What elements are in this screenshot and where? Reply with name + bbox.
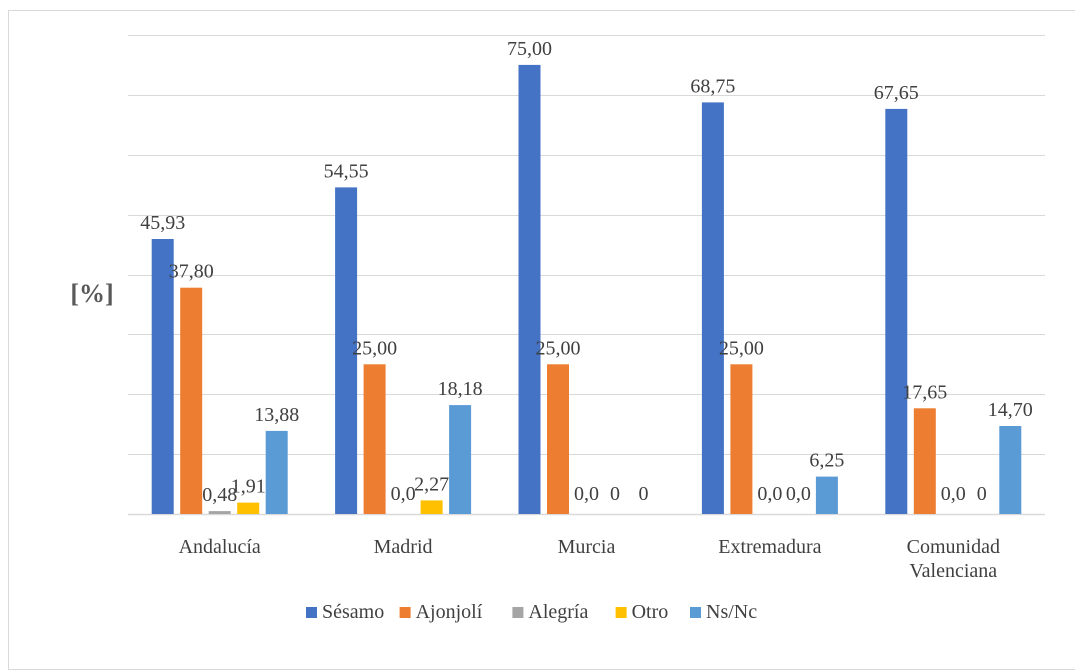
bar-s-samo [885, 108, 908, 515]
bar-s-samo [335, 187, 358, 514]
data-label: 0,48 [202, 484, 237, 506]
bar-ns-nc [449, 405, 472, 514]
data-label: 0 [977, 483, 987, 505]
data-label: 17,65 [902, 381, 947, 403]
legend-entry: Alegría [528, 601, 588, 623]
data-label: 25,00 [536, 337, 581, 359]
bar-ajonjol- [363, 364, 386, 514]
bar-ns-nc [815, 476, 838, 514]
bar-ns-nc [265, 430, 288, 514]
legend-entry: Sésamo [322, 601, 384, 623]
bar-s-samo [701, 102, 724, 515]
legend-swatch [306, 607, 317, 618]
bar-ajonjol- [730, 364, 753, 514]
data-label: 13,88 [254, 404, 299, 426]
x-tick-label: Extremadura [718, 536, 821, 558]
bar-ajonjol- [547, 364, 569, 514]
data-label: 1,91 [231, 476, 266, 498]
data-label: 54,55 [324, 160, 369, 182]
bar-ns-nc [999, 426, 1022, 514]
data-label: 6,25 [809, 450, 844, 472]
x-tick-label: Comunidad [907, 536, 1000, 558]
data-label: 0 [639, 483, 649, 505]
data-label: 25,00 [719, 337, 764, 359]
legend-swatch [690, 607, 701, 618]
legend-entry: Ajonjolí [416, 601, 483, 623]
data-label: 67,65 [874, 82, 919, 104]
legend-swatch [615, 607, 627, 618]
bar-chart: [%] 45,93 37,80 0,481,91 13,88 Andalucía 54,55… [70, 35, 1045, 623]
data-label: 2,27 [414, 473, 449, 495]
x-tick-label: Murcia [558, 536, 616, 558]
data-label: 14,70 [988, 399, 1033, 421]
bar-ajonjol- [180, 287, 203, 514]
bar-s-samo [151, 239, 174, 514]
data-label: 0,0 [941, 483, 966, 505]
legend-swatch [399, 607, 411, 618]
legend-swatch [512, 607, 524, 618]
data-label: 0,0 [391, 483, 416, 505]
data-label: 18,18 [438, 378, 483, 400]
data-label: 75,00 [507, 38, 552, 60]
x-tick-label: Madrid [374, 536, 433, 558]
data-label: 45,93 [140, 212, 185, 234]
data-label: 0,0 [786, 483, 811, 505]
bar-otro [237, 502, 260, 514]
y-axis-label: [%] [70, 279, 113, 308]
data-label: 0,0 [574, 483, 599, 505]
data-label: 0 [610, 483, 620, 505]
legend-entry: Otro [632, 601, 669, 623]
data-label: 68,75 [690, 75, 735, 97]
x-tick-label: Valenciana [909, 560, 997, 582]
bar-otro [420, 500, 443, 514]
legend-entry: Ns/Nc [706, 601, 757, 623]
bar-ajonjol- [913, 408, 936, 514]
x-tick-label: Andalucía [179, 536, 261, 558]
data-label: 0,0 [757, 483, 782, 505]
data-label: 25,00 [352, 337, 397, 359]
data-label: 37,80 [169, 261, 214, 283]
bar-alegr-a [208, 511, 231, 514]
bar-s-samo [518, 64, 541, 515]
